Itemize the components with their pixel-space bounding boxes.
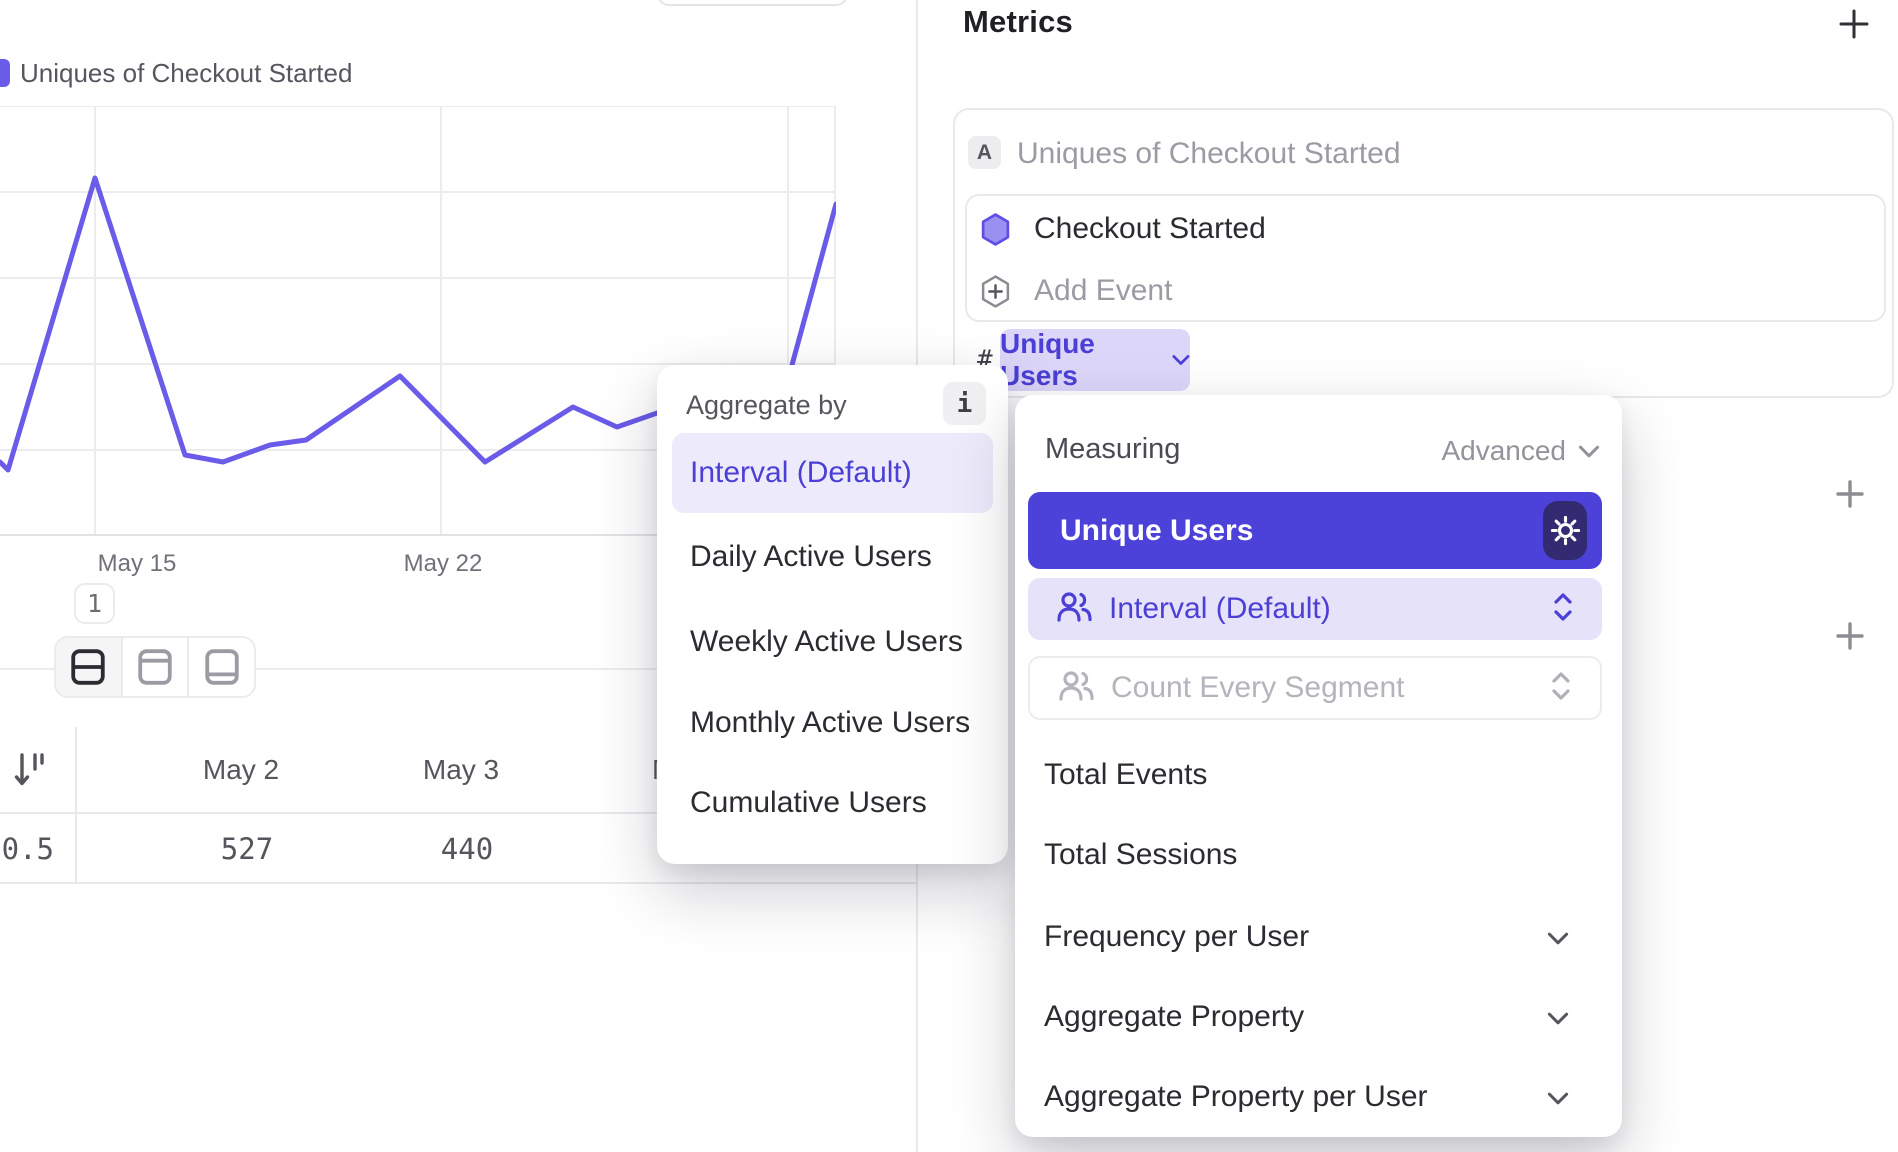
unique-users-label: Unique Users [1060,513,1254,547]
option-label: Aggregate Property per User [1044,1080,1428,1113]
add-event-row[interactable]: Add Event [967,260,1884,322]
metric-name-input[interactable]: Uniques of Checkout Started [1017,137,1401,170]
table-sort-button[interactable] [14,752,46,794]
event-card: Checkout Started Add Event [965,194,1886,322]
table-view-toggle [54,636,256,698]
aggregate-option-monthly-active-users[interactable]: Monthly Active Users [690,706,971,739]
measuring-option-total-sessions[interactable]: Total Sessions [1044,833,1593,877]
cropped-toolbar-button[interactable] [657,0,848,6]
chart-legend: Uniques of Checkout Started [0,58,352,88]
aggregate-option-cumulative-users[interactable]: Cumulative Users [690,786,927,819]
info-button[interactable]: i [943,382,986,425]
measuring-option-total-events[interactable]: Total Events [1044,753,1593,797]
split-horizontal-icon [71,649,106,685]
table-column-divider [75,727,77,884]
legend-series-chip [0,59,10,87]
x-axis-tick-may15: May 15 [97,550,177,577]
chevron-down-icon [1172,355,1190,365]
sort-descending-icon [14,753,44,786]
event-hexagon-icon [981,213,1010,251]
measuring-option-aggregate-property-per-user[interactable]: Aggregate Property per User [1044,1075,1593,1119]
measuring-option-frequency-per-user[interactable]: Frequency per User [1044,915,1593,959]
option-label: Aggregate Property [1044,1000,1305,1033]
event-row-checkout-started[interactable]: Checkout Started [967,198,1884,260]
per-user-aggregation-selector[interactable]: Interval (Default) [1028,578,1602,640]
unique-users-settings-button[interactable] [1543,501,1587,560]
view-footer-bottom-button[interactable] [187,638,254,696]
metric-card: A Uniques of Checkout Started Checkout S… [953,108,1894,398]
gear-icon [1550,515,1580,546]
advanced-label: Advanced [1441,435,1566,466]
table-row-label-partial: 0.5 [1,832,54,866]
add-filter-button[interactable] [1836,480,1864,513]
option-label: Total Sessions [1044,838,1238,871]
table-header-may2[interactable]: May 2 [202,754,280,785]
metrics-panel-title: Metrics [963,4,1073,39]
table-header-may3[interactable]: May 3 [422,754,500,785]
table-cell-may2: 527 [220,832,274,866]
measuring-option-aggregate-property[interactable]: Aggregate Property [1044,995,1593,1039]
add-event-label: Add Event [1034,274,1173,307]
x-axis-tick-may22: May 22 [403,550,483,577]
measurement-dropdown-pill[interactable]: Unique Users [1000,328,1190,391]
legend-series-label: Uniques of Checkout Started [20,57,353,88]
table-row-border [0,882,916,884]
measuring-title: Measuring [1045,433,1181,465]
people-icon-gray [1058,669,1095,707]
plus-icon [1836,480,1864,508]
section-divider [0,668,916,670]
measuring-popup: Measuring Advanced Unique Users [1015,395,1622,1137]
header-top-icon [138,649,172,685]
plus-icon [1839,9,1869,39]
aggregate-by-popup: Aggregate by i Interval (Default) Daily … [657,365,1008,864]
table-cell-may3: 440 [440,832,494,866]
pagination-page-badge[interactable]: 1 [74,583,115,624]
table-header-border [0,812,916,814]
add-breakdown-button[interactable] [1836,622,1864,655]
people-icon [1056,590,1093,628]
metric-letter-badge: A [968,136,1001,169]
plus-icon [1836,622,1864,650]
updown-chevrons-icon [1550,671,1572,706]
option-label: Frequency per User [1044,920,1310,953]
aggregate-option-daily-active-users[interactable]: Daily Active Users [690,540,932,573]
segment-aggregation-selector[interactable]: Count Every Segment [1028,656,1602,720]
event-label: Checkout Started [1034,212,1266,245]
advanced-mode-dropdown[interactable]: Advanced [1015,435,1600,467]
aggregate-by-title: Aggregate by [686,390,847,420]
segment-aggregation-label: Count Every Segment [1111,671,1405,704]
view-split-horizontal-button[interactable] [56,638,121,696]
updown-chevrons-icon [1552,592,1574,627]
add-event-hexagon-plus-icon [981,275,1010,313]
per-user-aggregation-label: Interval (Default) [1109,592,1331,625]
option-label: Total Events [1044,758,1208,791]
chevron-down-icon [1547,1000,1569,1034]
measurement-pill-label: Unique Users [1000,328,1095,391]
view-header-top-button[interactable] [120,638,188,696]
footer-bottom-icon [204,649,239,685]
aggregate-option-weekly-active-users[interactable]: Weekly Active Users [690,625,963,658]
add-metric-button[interactable] [1838,8,1870,45]
chevron-down-icon [1547,1080,1569,1114]
measuring-option-unique-users-selected[interactable]: Unique Users [1028,492,1602,569]
chevron-down-icon [1547,920,1569,954]
chevron-down-icon [1578,445,1600,457]
aggregate-option-interval-default[interactable]: Interval (Default) [672,433,993,513]
